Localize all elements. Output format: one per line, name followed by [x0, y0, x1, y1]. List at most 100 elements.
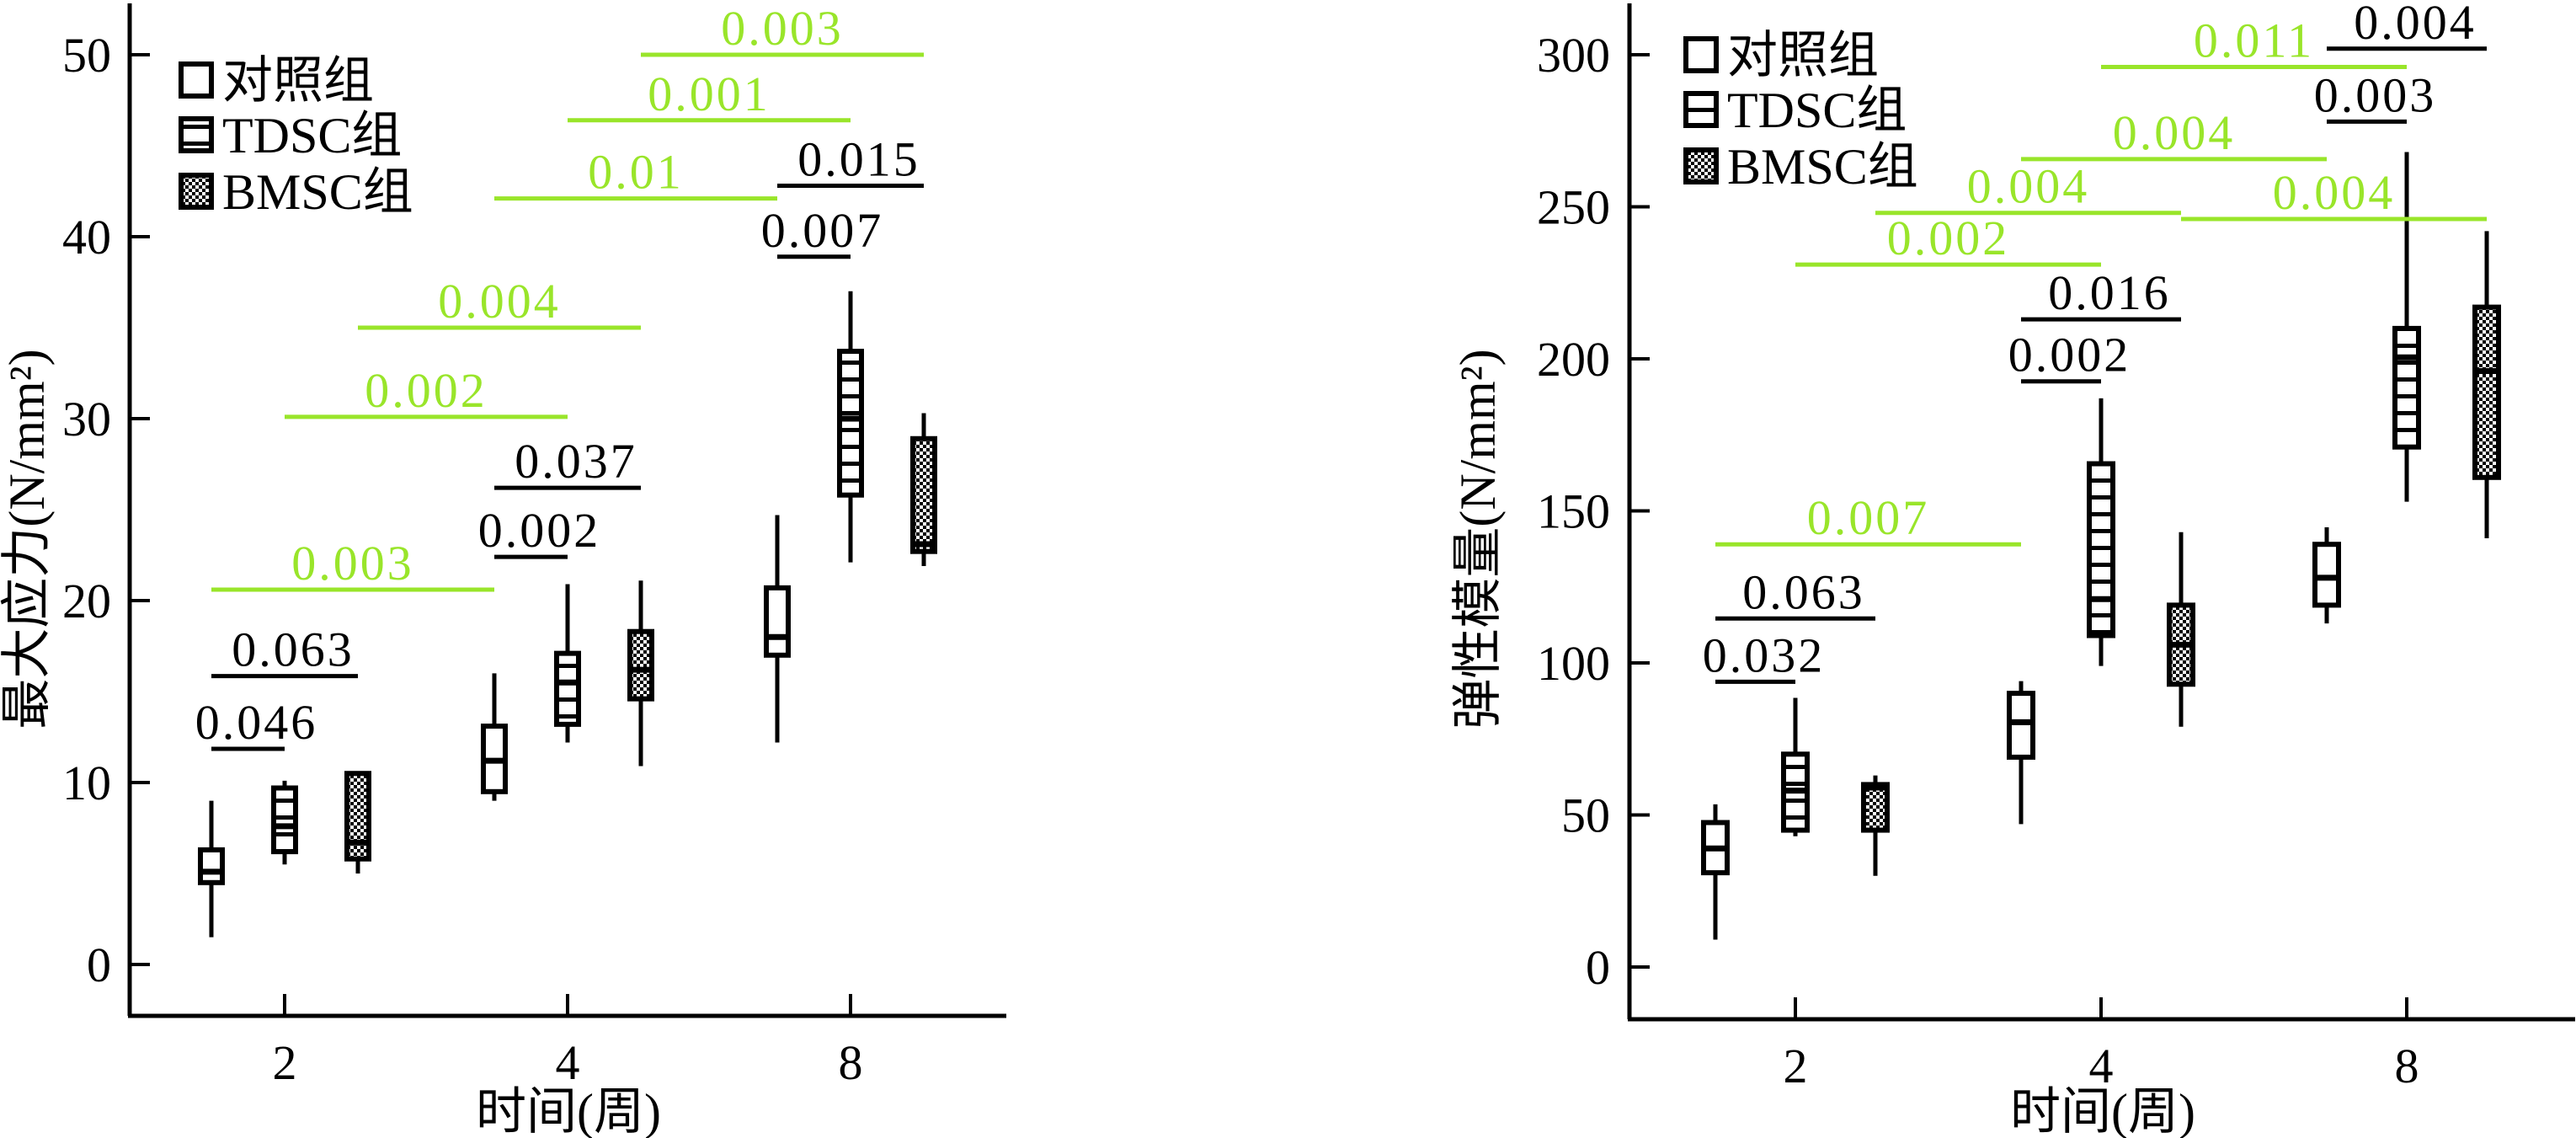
p-value-label: 0.002 — [1887, 211, 2010, 265]
y-tick-label: 50 — [62, 28, 111, 83]
box-bmsc-week-8 — [2472, 231, 2501, 538]
legend-swatch-empty-icon — [179, 61, 214, 99]
significance-bracket: 0.004 — [2181, 165, 2487, 222]
legend-item-control: 对照组 — [1683, 28, 1879, 83]
p-value-label: 0.063 — [232, 622, 355, 677]
y-tick-label: 150 — [1537, 484, 1610, 539]
max-stress-chart: 0 10 20 30 40 50 2 4 8 时间(周) 最大应力(N/mm²) 0.046 0.063… — [0, 1, 1006, 1138]
significance-bracket: 0.063 — [211, 622, 358, 679]
legend-swatch-horizontal-stripes-icon — [179, 116, 214, 153]
x-tick-label: 4 — [2089, 1039, 2114, 1093]
box — [271, 785, 298, 855]
box — [2472, 304, 2501, 480]
x-tick-label: 2 — [1784, 1039, 1808, 1093]
y-axis-label: 最大应力(N/mm²) — [0, 349, 55, 729]
significance-bracket: 0.032 — [1703, 628, 1826, 684]
box — [837, 349, 864, 498]
significance-bracket: 0.002 — [285, 363, 568, 419]
p-value-label: 0.01 — [588, 145, 684, 200]
legend-label: BMSC组 — [222, 164, 413, 220]
p-value-label: 0.003 — [2314, 67, 2437, 122]
significance-bracket: 0.002 — [1795, 211, 2101, 267]
y-tick-label: 300 — [1537, 28, 1610, 83]
box-tdsc-week-8 — [2392, 152, 2421, 502]
legend-swatch-empty-icon — [1683, 36, 1719, 73]
box-tdsc-week-2 — [271, 780, 298, 865]
significance-bracket: 0.001 — [568, 67, 851, 123]
x-tick-label: 4 — [556, 1035, 580, 1090]
significance-bracket: 0.015 — [777, 132, 924, 189]
box-bmsc-week-4 — [2167, 532, 2195, 727]
x-axis-label: 时间(周) — [2010, 1084, 2195, 1138]
legend-label: TDSC组 — [1727, 83, 1907, 138]
significance-bracket: 0.002 — [2008, 328, 2131, 384]
elastic-modulus-chart: 0 50 100 150 200 250 300 2 4 8 时间(周) 弹性模量(N/mm²) 0.0… — [1450, 0, 2575, 1138]
box-tdsc-week-8 — [837, 291, 864, 563]
significance-bracket: 0.003 — [211, 536, 494, 592]
significance-bracket: 0.046 — [195, 695, 318, 751]
p-value-label: 0.032 — [1703, 628, 1826, 682]
p-value-label: 0.046 — [195, 695, 318, 750]
p-value-label: 0.004 — [2273, 165, 2396, 220]
box — [344, 771, 371, 862]
significance-bracket: 0.063 — [1715, 564, 1875, 621]
box-bmsc-week-2 — [1861, 775, 1890, 876]
box — [554, 650, 581, 727]
legend-swatch-checkerboard-icon — [179, 173, 214, 210]
y-tick-label: 20 — [62, 574, 111, 628]
box — [627, 628, 654, 702]
significance-bracket: 0.01 — [494, 145, 777, 201]
legend-swatch-checkerboard-icon — [1683, 147, 1719, 184]
box-control-week-2 — [1701, 804, 1730, 940]
p-value-label: 0.037 — [515, 434, 637, 489]
box — [764, 585, 791, 658]
box-bmsc-week-2 — [344, 771, 371, 874]
box — [910, 435, 937, 554]
p-value-label: 0.002 — [2008, 328, 2131, 382]
box-control-week-4 — [2007, 681, 2035, 825]
legend-label: 对照组 — [222, 53, 374, 109]
y-tick-label: 250 — [1537, 180, 1610, 235]
box-bmsc-week-8 — [910, 413, 937, 566]
legend-item-tdsc: TDSC组 — [1683, 83, 1907, 138]
p-value-label: 0.063 — [1742, 564, 1865, 619]
y-tick-label: 0 — [87, 938, 111, 992]
box-control-week-4 — [481, 673, 508, 801]
y-tick-label: 100 — [1537, 636, 1610, 691]
significance-bracket: 0.004 — [1875, 159, 2181, 216]
p-value-label: 0.003 — [721, 1, 844, 56]
legend-item-bmsc: BMSC组 — [1683, 139, 1918, 195]
significance-bracket: 0.004 — [2327, 0, 2487, 51]
x-tick-label: 8 — [2395, 1039, 2419, 1093]
significance-bracket: 0.007 — [1715, 490, 2021, 547]
p-value-label: 0.007 — [1807, 490, 1930, 545]
legend-item-control: 对照组 — [179, 53, 374, 109]
y-tick-label: 40 — [62, 210, 111, 264]
box-bmsc-week-4 — [627, 580, 654, 767]
x-tick-label: 2 — [273, 1035, 297, 1090]
box-control-week-8 — [764, 515, 791, 743]
significance-bracket: 0.003 — [641, 1, 924, 57]
p-value-label: 0.002 — [478, 503, 601, 558]
y-axis-label: 弹性模量(N/mm²) — [1450, 349, 1506, 729]
box — [2392, 325, 2421, 450]
box — [198, 847, 225, 885]
p-value-label: 0.011 — [2194, 13, 2314, 67]
significance-bracket: 0.003 — [2314, 67, 2437, 124]
box-control-week-8 — [2312, 526, 2341, 624]
legend-label: TDSC组 — [222, 108, 402, 163]
p-value-label: 0.016 — [2048, 265, 2171, 320]
significance-bracket: 0.004 — [2021, 105, 2327, 162]
significance-bracket: 0.016 — [2021, 265, 2181, 322]
y-tick-label: 10 — [62, 756, 111, 810]
legend-label: BMSC组 — [1727, 139, 1918, 195]
box — [1861, 782, 1890, 833]
box — [2087, 461, 2115, 638]
y-tick-label: 30 — [62, 392, 111, 446]
p-value-label: 0.003 — [291, 536, 414, 590]
box-tdsc-week-4 — [2087, 398, 2115, 666]
p-value-label: 0.001 — [648, 67, 771, 121]
y-tick-label: 200 — [1537, 332, 1610, 387]
box-tdsc-week-2 — [1781, 697, 1810, 836]
